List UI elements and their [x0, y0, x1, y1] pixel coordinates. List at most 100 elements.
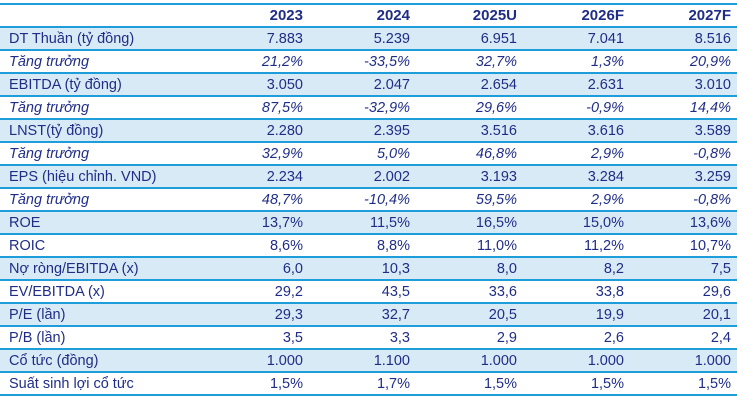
cell-value: 1.100 — [309, 348, 416, 373]
financial-summary-table: 2023 2024 2025U 2026F 2027F DT Thuần (tỷ đồn… — [0, 3, 737, 396]
cell-value: 14,4% — [630, 95, 737, 120]
row-label: EV/EBITDA (x) — [0, 279, 202, 304]
cell-value: 8,0 — [416, 256, 523, 281]
cell-value: 8,6% — [202, 233, 309, 258]
table-row: P/E (lần) 29,3 32,7 20,5 19,9 20,1 — [0, 302, 737, 327]
cell-value: 5,0% — [309, 141, 416, 166]
cell-value: 2,4 — [630, 325, 737, 350]
row-label: Tăng trưởng — [0, 141, 202, 166]
row-label: EBITDA (tỷ đồng) — [0, 72, 202, 97]
row-label: EPS (hiệu chỉnh. VND) — [0, 164, 202, 189]
cell-value: 3.616 — [523, 118, 630, 143]
cell-value: 32,9% — [202, 141, 309, 166]
cell-value: 20,9% — [630, 49, 737, 74]
cell-value: -0,9% — [523, 95, 630, 120]
financial-summary-page: 2023 2024 2025U 2026F 2027F DT Thuần (tỷ đồn… — [0, 3, 737, 396]
cell-value: 8,2 — [523, 256, 630, 281]
cell-value: 15,0% — [523, 210, 630, 235]
row-label: Suất sinh lợi cổ tức — [0, 371, 202, 396]
cell-value: 1.000 — [630, 348, 737, 373]
cell-value: 3.284 — [523, 164, 630, 189]
table-row: Tăng trưởng 48,7% -10,4% 59,5% 2,9% -0,8% — [0, 187, 737, 212]
cell-value: 29,6 — [630, 279, 737, 304]
cell-value: 13,6% — [630, 210, 737, 235]
cell-value: 2.002 — [309, 164, 416, 189]
cell-value: 2.234 — [202, 164, 309, 189]
cell-value: 1.000 — [202, 348, 309, 373]
cell-value: 33,8 — [523, 279, 630, 304]
table-row: Tăng trưởng 87,5% -32,9% 29,6% -0,9% 14,4% — [0, 95, 737, 120]
cell-value: 3.259 — [630, 164, 737, 189]
column-header-2027F: 2027F — [630, 3, 737, 28]
cell-value: 10,3 — [309, 256, 416, 281]
table-row: EPS (hiệu chỉnh. VND) 2.234 2.002 3.193 3.28… — [0, 164, 737, 189]
cell-value: 11,2% — [523, 233, 630, 258]
row-label: ROE — [0, 210, 202, 235]
cell-value: 33,6 — [416, 279, 523, 304]
cell-value: 1,7% — [309, 371, 416, 396]
cell-value: 11,0% — [416, 233, 523, 258]
table-row: ROE 13,7% 11,5% 16,5% 15,0% 13,6% — [0, 210, 737, 235]
cell-value: 2,9 — [416, 325, 523, 350]
cell-value: 6.951 — [416, 26, 523, 51]
cell-value: 29,3 — [202, 302, 309, 327]
table-row: EV/EBITDA (x) 29,2 43,5 33,6 33,8 29,6 — [0, 279, 737, 304]
cell-value: 5.239 — [309, 26, 416, 51]
cell-value: 1,3% — [523, 49, 630, 74]
cell-value: -32,9% — [309, 95, 416, 120]
column-header-2026F: 2026F — [523, 3, 630, 28]
cell-value: 3.010 — [630, 72, 737, 97]
cell-value: 7.041 — [523, 26, 630, 51]
table-row: DT Thuần (tỷ đồng) 7.883 5.239 6.951 7.041 8.… — [0, 26, 737, 51]
cell-value: 87,5% — [202, 95, 309, 120]
cell-value: 1,5% — [416, 371, 523, 396]
cell-value: 1.000 — [523, 348, 630, 373]
cell-value: 46,8% — [416, 141, 523, 166]
cell-value: 2.631 — [523, 72, 630, 97]
cell-value: 3.050 — [202, 72, 309, 97]
cell-value: 7.883 — [202, 26, 309, 51]
cell-value: 21,2% — [202, 49, 309, 74]
cell-value: 3,3 — [309, 325, 416, 350]
row-label: Cổ tức (đồng) — [0, 348, 202, 373]
row-label: LNST(tỷ đồng) — [0, 118, 202, 143]
cell-value: 59,5% — [416, 187, 523, 212]
cell-value: 43,5 — [309, 279, 416, 304]
row-label: Tăng trưởng — [0, 95, 202, 120]
cell-value: 13,7% — [202, 210, 309, 235]
table-row: Suất sinh lợi cổ tức 1,5% 1,7% 1,5% 1,5% 1,5% — [0, 371, 737, 396]
cell-value: 1.000 — [416, 348, 523, 373]
column-header-2023: 2023 — [202, 3, 309, 28]
cell-value: 1,5% — [630, 371, 737, 396]
header-row: 2023 2024 2025U 2026F 2027F — [0, 3, 737, 28]
cell-value: 48,7% — [202, 187, 309, 212]
cell-value: 32,7 — [309, 302, 416, 327]
table-body: DT Thuần (tỷ đồng) 7.883 5.239 6.951 7.041 8.… — [0, 26, 737, 396]
row-label: P/B (lần) — [0, 325, 202, 350]
cell-value: 2.280 — [202, 118, 309, 143]
cell-value: 2,9% — [523, 141, 630, 166]
cell-value: 11,5% — [309, 210, 416, 235]
row-label: Tăng trưởng — [0, 187, 202, 212]
cell-value: 2.654 — [416, 72, 523, 97]
cell-value: 20,5 — [416, 302, 523, 327]
cell-value: 16,5% — [416, 210, 523, 235]
cell-value: 7,5 — [630, 256, 737, 281]
cell-value: 29,2 — [202, 279, 309, 304]
column-header-2024: 2024 — [309, 3, 416, 28]
row-label: DT Thuần (tỷ đồng) — [0, 26, 202, 51]
cell-value: -10,4% — [309, 187, 416, 212]
table-row: Tăng trưởng 21,2% -33,5% 32,7% 1,3% 20,9% — [0, 49, 737, 74]
cell-value: 2,6 — [523, 325, 630, 350]
cell-value: 2,9% — [523, 187, 630, 212]
row-label: ROIC — [0, 233, 202, 258]
cell-value: 2.395 — [309, 118, 416, 143]
column-header-2025U: 2025U — [416, 3, 523, 28]
table-row: Tăng trưởng 32,9% 5,0% 46,8% 2,9% -0,8% — [0, 141, 737, 166]
cell-value: 19,9 — [523, 302, 630, 327]
row-label: P/E (lần) — [0, 302, 202, 327]
cell-value: 8,8% — [309, 233, 416, 258]
table-row: ROIC 8,6% 8,8% 11,0% 11,2% 10,7% — [0, 233, 737, 258]
cell-value: -0,8% — [630, 187, 737, 212]
cell-value: 8.516 — [630, 26, 737, 51]
